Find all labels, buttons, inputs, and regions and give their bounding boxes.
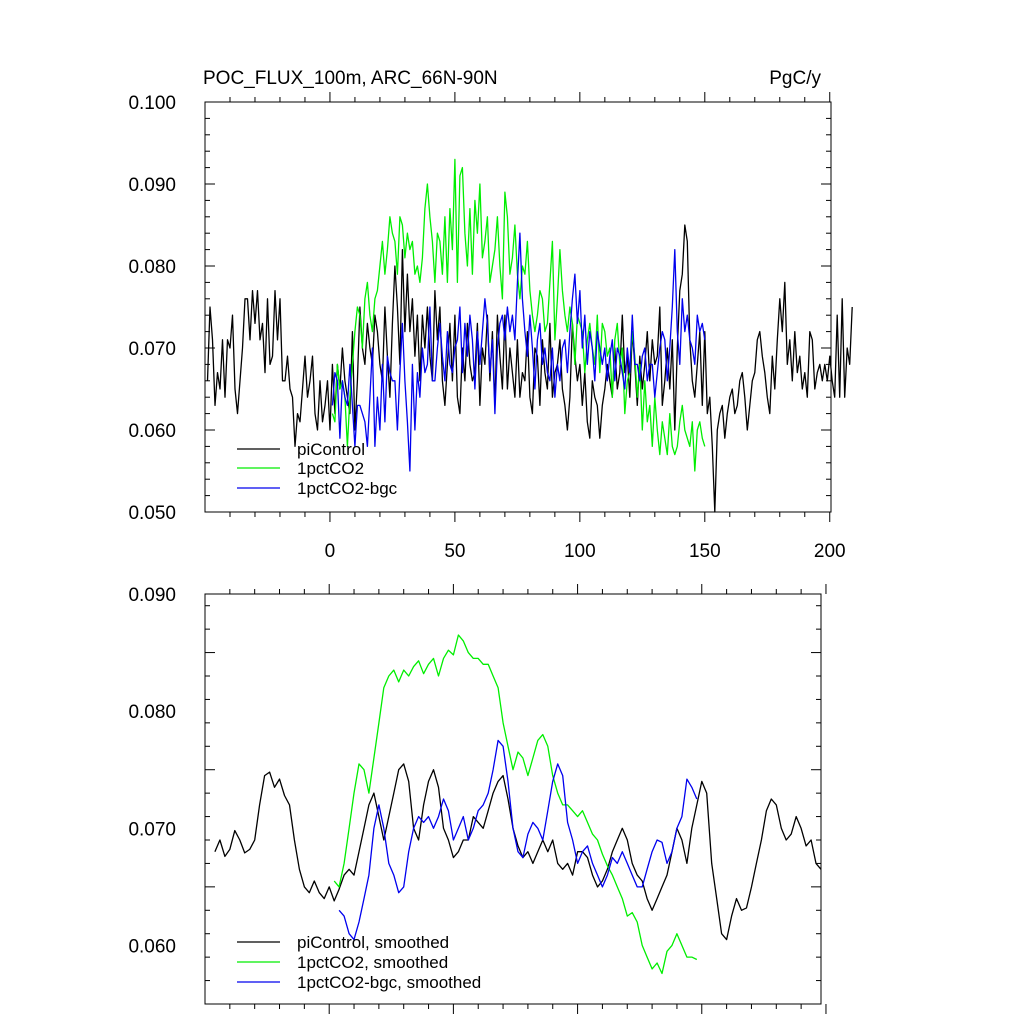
bottom-y-tick-label: 0.090 [128,585,176,606]
bottom-panel: 0.060 0.070 0.080 0.090 piControl, smoothed… [128,584,827,1014]
bottom-plot-frame [204,593,822,1005]
top-panel-title: POC_FLUX_100m, ARC_66N-90N [203,68,498,89]
bottom-series-1pctco2-smoothed [333,634,698,975]
top-y-tick-label: 0.090 [128,175,176,196]
top-y-tick-label: 0.050 [128,503,176,524]
top-x-tick-label: 0 [325,541,336,562]
top-series-1pctco2 [331,158,706,472]
top-x-tick-label: 150 [689,541,721,562]
bottom-series-group [214,634,822,975]
top-x-tick-labels: 0 50 100 150 200 [325,541,846,562]
bottom-legend: piControl, smoothed 1pctCO2, smoothed 1p… [237,933,481,992]
legend-label-1pctco2-bgc: 1pctCO2-bgc [297,479,398,498]
top-series-group [206,158,853,513]
top-y-tick-label: 0.080 [128,257,176,278]
legend-label-1pctco2-bgc-smoothed: 1pctCO2-bgc, smoothed [297,973,481,992]
legend-label-picontrol-smoothed: piControl, smoothed [297,933,449,952]
top-panel-units: PgC/y [769,68,821,89]
top-y-tick-label: 0.070 [128,339,176,360]
top-y-tick-labels: 0.050 0.060 0.070 0.080 0.090 0.100 [128,93,176,524]
bottom-y-tick-label: 0.070 [128,819,176,840]
bottom-y-tick-labels: 0.060 0.070 0.080 0.090 [128,585,176,957]
legend-label-1pctco2-smoothed: 1pctCO2, smoothed [297,953,448,972]
top-legend: piControl 1pctCO2 1pctCO2-bgc [237,440,398,498]
bottom-axis-ticks [205,584,827,1014]
bottom-series-1pctco2-bgc-smoothed [338,739,698,941]
top-x-tick-label: 100 [564,541,596,562]
legend-label-1pctco2: 1pctCO2 [297,459,364,478]
top-x-tick-label: 200 [814,541,846,562]
bottom-y-tick-label: 0.060 [128,936,176,957]
top-series-1pctco2-bgc [331,232,706,472]
top-plot-frame [204,101,832,513]
bottom-y-tick-label: 0.080 [128,702,176,723]
top-panel: 0.050 0.060 0.070 0.080 0.090 0.100 0 50 100 150… [128,92,853,562]
top-y-tick-label: 0.060 [128,421,176,442]
top-x-tick-label: 50 [444,541,465,562]
legend-label-picontrol: piControl [297,440,365,459]
top-y-tick-label: 0.100 [128,93,176,114]
top-series-picontrol [206,224,853,513]
bottom-series-picontrol-smoothed [214,763,822,941]
